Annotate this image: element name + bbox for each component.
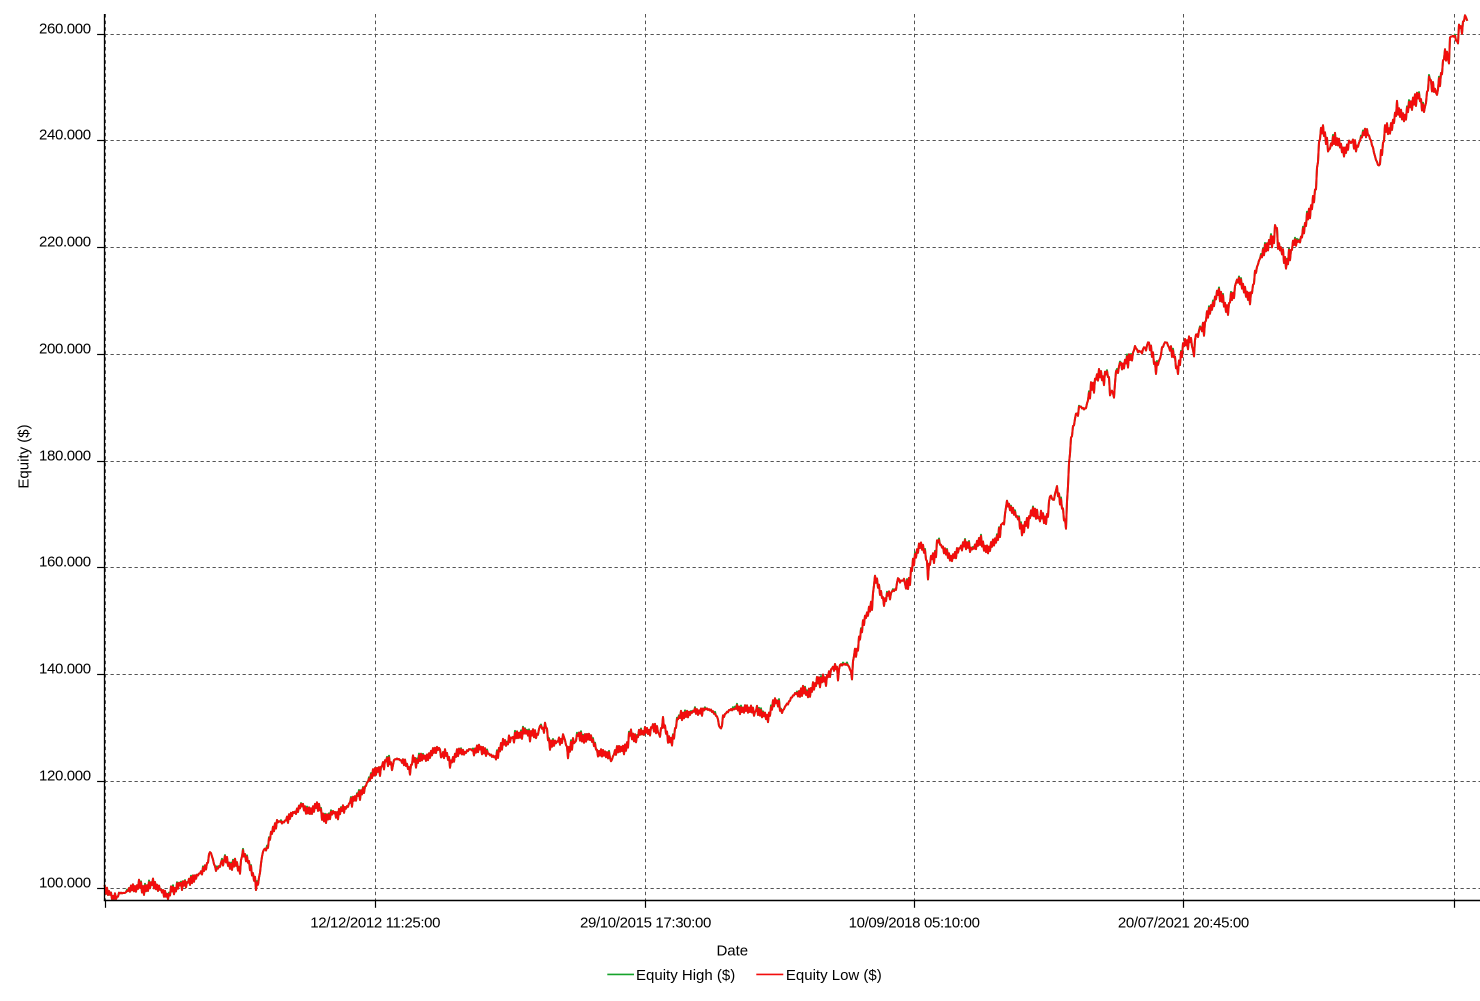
svg-text:Date: Date (716, 942, 748, 959)
svg-text:12/12/2012 11:25:00: 12/12/2012 11:25:00 (310, 915, 440, 932)
svg-text:Equity High ($): Equity High ($) (636, 967, 735, 984)
svg-text:100.000: 100.000 (39, 875, 91, 892)
svg-text:120.000: 120.000 (39, 768, 91, 785)
svg-text:200.000: 200.000 (39, 341, 91, 358)
svg-text:180.000: 180.000 (39, 448, 91, 465)
svg-text:20/07/2021 20:45:00: 20/07/2021 20:45:00 (1118, 915, 1249, 932)
svg-text:160.000: 160.000 (39, 554, 91, 571)
svg-text:140.000: 140.000 (39, 661, 91, 678)
svg-text:Equity Low ($): Equity Low ($) (786, 967, 882, 984)
svg-text:29/10/2015 17:30:00: 29/10/2015 17:30:00 (580, 915, 711, 932)
svg-text:220.000: 220.000 (39, 234, 91, 251)
svg-text:Equity ($): Equity ($) (16, 424, 33, 488)
svg-text:240.000: 240.000 (39, 127, 91, 144)
svg-text:10/09/2018 05:10:00: 10/09/2018 05:10:00 (849, 915, 980, 932)
svg-text:260.000: 260.000 (39, 21, 91, 38)
